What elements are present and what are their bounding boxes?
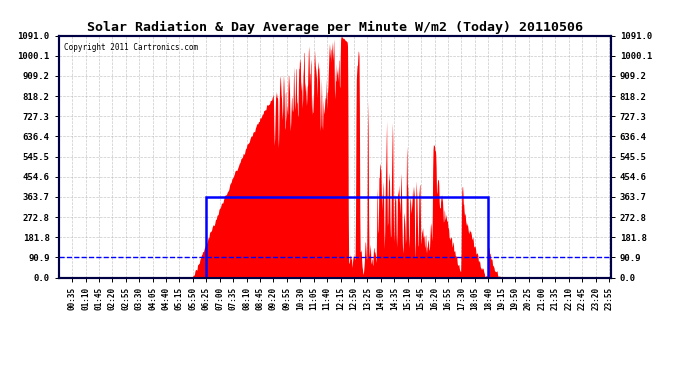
Title: Solar Radiation & Day Average per Minute W/m2 (Today) 20110506: Solar Radiation & Day Average per Minute… (87, 21, 582, 34)
Text: Copyright 2011 Cartronics.com: Copyright 2011 Cartronics.com (64, 43, 198, 52)
Bar (206, 197, 489, 278)
